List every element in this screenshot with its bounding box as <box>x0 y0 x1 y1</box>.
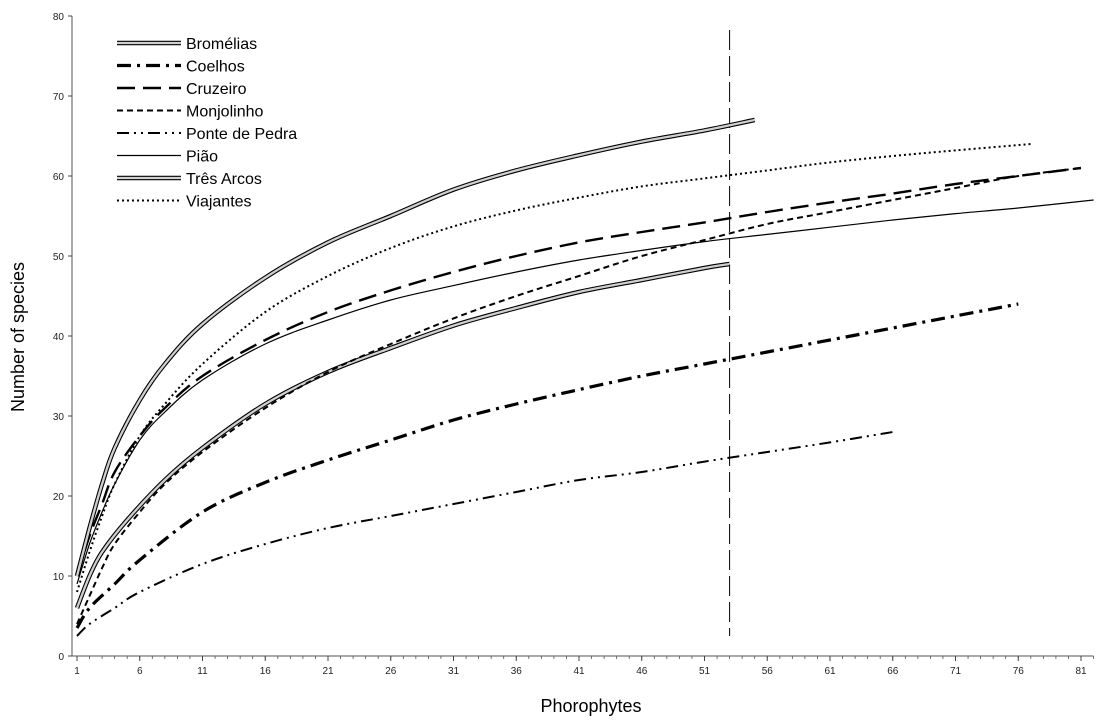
series-layer <box>74 117 1094 637</box>
x-tick-label: 6 <box>137 666 143 677</box>
legend-label-cruzeiro: Cruzeiro <box>186 81 247 98</box>
x-tick-label: 31 <box>448 666 460 677</box>
y-tick-label: 40 <box>53 332 65 343</box>
x-tick-label: 71 <box>950 666 962 677</box>
x-tick-label: 1 <box>74 666 80 677</box>
y-axis-title: Number of species <box>8 262 28 412</box>
legend-label-ponte-de-pedra: Ponte de Pedra <box>186 126 297 143</box>
y-tick-label: 60 <box>53 172 65 183</box>
x-tick-label: 11 <box>197 666 208 677</box>
y-tick-label: 50 <box>53 252 65 263</box>
x-tick-label: 76 <box>1013 666 1025 677</box>
series-line-ponte-de-pedra <box>76 431 893 637</box>
series-line-viajantes <box>76 143 1031 593</box>
series-line-coelhos <box>75 302 1019 629</box>
legend: Bromélias Coelhos Cruzeiro Monjolinho Ponte … <box>117 36 297 211</box>
y-tick-label: 30 <box>53 412 65 423</box>
x-tick-label: 36 <box>511 666 523 677</box>
y-tick-label: 0 <box>58 652 64 663</box>
y-tick-label: 20 <box>53 492 65 503</box>
series-line-piao <box>76 199 1094 585</box>
legend-label-piao: Pião <box>186 149 218 166</box>
series-line-tres-arcos <box>74 117 756 577</box>
x-tick-label: 41 <box>573 666 585 677</box>
y-tick-label: 70 <box>53 92 65 103</box>
legend-label-viajantes: Viajantes <box>186 194 252 211</box>
x-tick-label: 16 <box>260 666 272 677</box>
x-tick-label: 21 <box>322 666 334 677</box>
axes: 1 6 11 16 21 26 31 36 41 46 51 56 61 66 71 76 8101020304… <box>53 12 1094 677</box>
y-tick-label: 80 <box>53 12 65 23</box>
y-tick-label: 10 <box>53 572 65 583</box>
legend-label-monjolinho: Monjolinho <box>186 104 263 121</box>
x-tick-label: 51 <box>699 666 711 677</box>
series-line-cruzeiro <box>75 166 1082 577</box>
x-tick-label: 56 <box>762 666 774 677</box>
legend-label-bromelias: Bromélias <box>186 36 257 53</box>
legend-label-tres-arcos: Três Arcos <box>186 171 262 188</box>
x-tick-label: 81 <box>1075 666 1087 677</box>
x-tick-label: 46 <box>636 666 648 677</box>
legend-label-coelhos: Coelhos <box>186 59 245 76</box>
x-axis-title: Phorophytes <box>540 696 641 716</box>
series-line-monjolinho <box>76 167 1082 625</box>
x-tick-label: 26 <box>385 666 397 677</box>
x-tick-label: 66 <box>887 666 899 677</box>
x-tick-label: 61 <box>824 666 836 677</box>
